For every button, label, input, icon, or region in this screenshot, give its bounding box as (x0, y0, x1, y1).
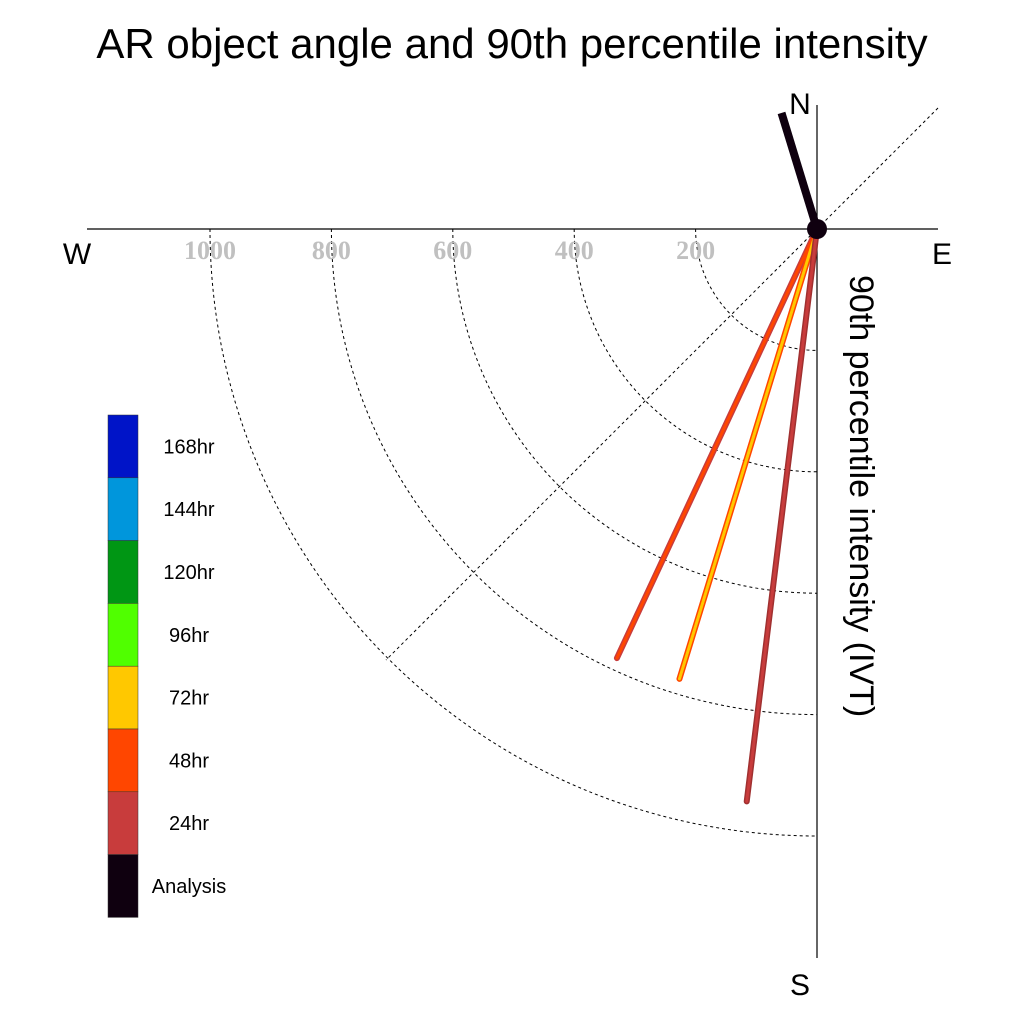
y-axis-label: 90th percentile intensity (IVT) (842, 275, 880, 717)
direction-south: S (790, 969, 810, 1002)
ring-400 (573, 228, 818, 473)
direction-east: E (932, 238, 952, 271)
radial-tick-label: 200 (676, 236, 715, 265)
legend-label: 24hr (169, 813, 209, 835)
legend-label: 48hr (169, 750, 209, 772)
radial-tick-label: 600 (433, 236, 472, 265)
legend-label: 144hr (163, 499, 214, 521)
legend-label: 168hr (163, 436, 214, 458)
radial-tick-labels: 200 400 600 800 1000 (184, 236, 715, 265)
legend-swatch (107, 414, 139, 479)
series-line-outline (777, 111, 821, 231)
ring-600 (452, 228, 818, 594)
legend-label: Analysis (152, 876, 226, 898)
legend-swatch (107, 791, 139, 855)
origin-dot (807, 219, 827, 239)
ring-1000 (209, 228, 818, 837)
legend-swatch (107, 665, 139, 730)
legend-swatch (107, 728, 139, 793)
radial-tick-label: 400 (555, 236, 594, 265)
ring-200 (695, 228, 818, 351)
legend: 168hr 144hr 120hr 96hr 72hr 48hr 24hr Analysis (107, 414, 226, 918)
legend-swatch (107, 603, 139, 667)
direction-north: N (789, 88, 811, 121)
radial-tick-label: 800 (312, 236, 351, 265)
legend-label: 96hr (169, 625, 209, 647)
series-lines (613, 111, 821, 805)
legend-swatch (107, 477, 139, 541)
series-line (745, 227, 819, 803)
series-line (677, 227, 819, 681)
legend-label: 72hr (169, 688, 209, 710)
radial-tick-label: 1000 (184, 236, 236, 265)
chart-title: AR object angle and 90th percentile inte… (96, 20, 927, 67)
direction-west: W (63, 238, 92, 271)
legend-label: 120hr (163, 562, 214, 584)
series-line (615, 227, 819, 660)
legend-swatch (107, 854, 139, 918)
legend-swatch (107, 540, 139, 604)
ring-800 (330, 228, 818, 716)
grid (209, 228, 818, 837)
diagonal-guide (385, 107, 939, 661)
